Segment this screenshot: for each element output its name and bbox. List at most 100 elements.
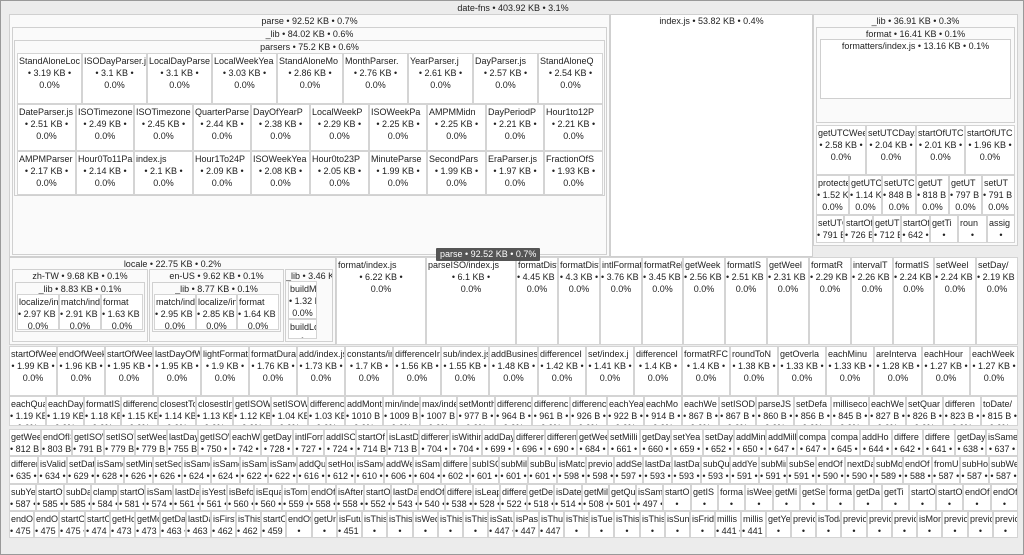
treemap-cell[interactable]: protectedTol • 1.52 KB • 0.0% (816, 175, 849, 215)
treemap-cell[interactable]: DateParser.js • 2.51 KB • 0.0% (17, 104, 76, 151)
treemap-cell[interactable]: lastDay • 561 • (173, 484, 200, 511)
treemap-cell[interactable]: startOfWeekYe • 1.99 KB • 0.0% (9, 346, 57, 396)
treemap-cell[interactable]: isThis • (438, 511, 463, 538)
treemap-cell[interactable]: eachDayOf • 1.19 KB •0.0% (46, 396, 84, 426)
treemap-cell[interactable]: differen • 696 • (514, 429, 545, 456)
treemap-cell[interactable]: isTues • (589, 511, 614, 538)
treemap-cell[interactable]: getUn • (312, 511, 337, 538)
treemap-cell[interactable]: intlForm • 727 • (293, 429, 324, 456)
treemap-cell[interactable]: isWed • (413, 511, 438, 538)
treemap-cell[interactable]: lastDayOfWeek • 1.95 KB • 0.0% (153, 346, 201, 396)
treemap-cell[interactable]: formatIS • 2.51 KB • 0.0% (725, 257, 767, 345)
treemap-cell[interactable]: ISOWeekYea • 2.08 KB • 0.0% (251, 151, 310, 195)
treemap-cell[interactable]: setWeek • 779 B • (135, 429, 167, 456)
treemap-cell[interactable]: isLeap • 528 • (473, 484, 500, 511)
treemap-cell[interactable]: min/inde • 1009 B •0.0% (383, 396, 420, 426)
treemap-cell[interactable]: ISOTimezone • 2.45 KB • 0.0% (134, 104, 193, 151)
treemap-cell[interactable]: previo • (968, 511, 993, 538)
treemap-cell[interactable]: lastDay • 593 • (672, 456, 701, 484)
treemap-cell[interactable]: getDay • 660 • (640, 429, 671, 456)
treemap-cell[interactable]: Hour0to23P • 2.05 KB • 0.0% (310, 151, 369, 195)
treemap-cell[interactable]: eachHour • 1.27 KB • 0.0% (922, 346, 970, 396)
treemap-cell[interactable]: isEqua • 560 • (254, 484, 282, 511)
treemap-cell[interactable]: isLastD • 713 B • (387, 429, 419, 456)
treemap-cell[interactable]: differe • 522 • (500, 484, 527, 511)
treemap-cell[interactable]: startOfWeek/ir • 1.95 KB • 0.0% (105, 346, 153, 396)
treemap-cell[interactable]: toDate/ • 815 B •0.0% (981, 396, 1018, 426)
treemap-cell[interactable]: getWeel • 2.31 KB • 0.0% (767, 257, 809, 345)
treemap-cell[interactable]: lastDay • 593 • (643, 456, 672, 484)
treemap-cell[interactable]: eachWeek • 1.27 KB • 0.0% (970, 346, 1018, 396)
treemap-cell[interactable]: previo • (841, 511, 867, 538)
treemap-cell[interactable]: eachWe • 867 B •0.0% (682, 396, 719, 426)
treemap-cell[interactable]: formatDistance • 4.3 KB • 0.0% (558, 257, 600, 345)
treemap-cell[interactable]: differenc • 964 B •0.0% (495, 396, 532, 426)
treemap-cell[interactable]: setHou • 612 • (326, 456, 355, 484)
treemap-cell[interactable]: roundToN • 1.38 KB • 0.0% (730, 346, 778, 396)
treemap-cell[interactable]: closestInde • 1.13 KB •0.0% (196, 396, 233, 426)
treemap-cell[interactable]: format • 1.63 KB • 0.0% (101, 294, 143, 330)
treemap-cell[interactable]: ISOTimezone • 2.49 KB • 0.0% (76, 104, 134, 151)
treemap-cell[interactable]: startOf • 642 •0.0% (901, 215, 930, 243)
treemap-cell[interactable]: addMont • 1010 B •0.0% (345, 396, 383, 426)
treemap-cell[interactable]: areInterva • 1.28 KB • 0.0% (874, 346, 922, 396)
treemap-cell[interactable]: isSame • 628 • (95, 456, 124, 484)
treemap-cell[interactable]: isSame • 604 • (413, 456, 441, 484)
treemap-cell[interactable]: StandAloneQ • 2.54 KB • 0.0% (538, 53, 603, 104)
treemap-cell[interactable]: getHo • 473 • (110, 511, 135, 538)
treemap-cell[interactable]: getUT • 818 B • 0.0% (916, 175, 949, 215)
treemap-cell[interactable]: Hour1To24P • 2.09 KB • 0.0% (193, 151, 251, 195)
treemap-cell[interactable]: eachWe • 827 B •0.0% (869, 396, 906, 426)
treemap-cell[interactable]: differe • 538 • (445, 484, 473, 511)
treemap-cell[interactable]: differen • 704 • (419, 429, 450, 456)
treemap-cell[interactable]: getUTCWeekYe • 2.58 KB • 0.0% (816, 125, 866, 175)
treemap-cell[interactable]: addBusines • 1.48 KB • 0.0% (489, 346, 538, 396)
treemap-cell[interactable]: EraParser.js • 1.97 KB • 0.0% (486, 151, 544, 195)
treemap-cell[interactable]: startO • (663, 484, 691, 511)
treemap-cell[interactable]: addMin • 650 • (734, 429, 766, 456)
treemap-cell[interactable]: startO • 474 • (85, 511, 110, 538)
treemap-cell[interactable]: setISOD • 867 B •0.0% (719, 396, 756, 426)
treemap-cell[interactable]: isSame • 622 • (240, 456, 268, 484)
treemap-cell[interactable]: isThis • (640, 511, 665, 538)
treemap-cell[interactable]: endOf • 475 • (9, 511, 34, 538)
treemap-cell[interactable]: setUT • 791 B • 0.0% (982, 175, 1015, 215)
treemap-cell[interactable]: formatRelati • 3.45 KB • 0.0% (642, 257, 683, 345)
treemap-cell[interactable]: compa • 645 • (829, 429, 860, 456)
treemap-cell[interactable]: isThur • 447 • (539, 511, 564, 538)
treemap-cell[interactable]: difference • 1.03 KB •0.0% (308, 396, 345, 426)
treemap-cell[interactable]: AMPMParser • 2.17 KB • 0.0% (17, 151, 76, 195)
treemap-cell[interactable]: addWe • 606 • (384, 456, 413, 484)
treemap-cell[interactable]: subISO • 601 • (470, 456, 499, 484)
treemap-cell[interactable]: endOf • (286, 511, 312, 538)
treemap-cell[interactable]: millis • 441 • (741, 511, 766, 538)
treemap-cell[interactable]: subWe • 587 • (989, 456, 1018, 484)
treemap-cell[interactable]: isAfter • 558 • (336, 484, 364, 511)
treemap-cell[interactable]: startOf • 581 • (118, 484, 145, 511)
treemap-cell[interactable]: setDay/ • 2.19 KB • 0.0% (976, 257, 1018, 345)
treemap-cell[interactable]: AMPMMidn • 2.25 KB • 0.0% (427, 104, 486, 151)
treemap-cell[interactable]: getSe • (800, 484, 827, 511)
treemap-cell[interactable]: startOf • 552 • (364, 484, 391, 511)
treemap-cell[interactable]: format/index.js • 6.22 KB • 0.0% (336, 257, 426, 345)
treemap-cell[interactable]: StandAloneMo • 2.86 KB • 0.0% (277, 53, 343, 104)
treemap-cell[interactable]: getDe • 518 • (527, 484, 554, 511)
treemap-cell[interactable]: closestTo/ • 1.14 KB •0.0% (158, 396, 196, 426)
treemap-cell[interactable]: buildM • 1.32 KB • 0.0% (288, 281, 317, 319)
treemap-cell[interactable]: isThis • (564, 511, 589, 538)
treemap-cell[interactable]: add/index.js • 1.73 KB • 0.0% (297, 346, 345, 396)
treemap-cell[interactable]: previo • (791, 511, 816, 538)
treemap-cell[interactable]: set/index.j • 1.41 KB • 0.0% (586, 346, 634, 396)
treemap-cell[interactable]: getUTCI • 712 B •0.0% (873, 215, 901, 243)
treemap-cell[interactable]: isWithin • 704 • (450, 429, 482, 456)
treemap-cell[interactable]: sub/index.js • 1.55 KB • 0.0% (441, 346, 489, 396)
treemap-cell[interactable]: startO • 475 • (59, 511, 85, 538)
treemap-cell[interactable]: isValid/ • 634 • (38, 456, 67, 484)
treemap-cell[interactable]: isThis • (387, 511, 413, 538)
treemap-cell[interactable]: LocalWeekYea • 3.03 KB • 0.0% (212, 53, 277, 104)
treemap-cell[interactable]: getDa • 463 • (160, 511, 186, 538)
treemap-cell[interactable]: subDay • 585 • (64, 484, 91, 511)
treemap-cell[interactable]: startOfUTC • 1.96 KB • 0.0% (965, 125, 1015, 175)
treemap-cell[interactable]: previou • 598 • (586, 456, 614, 484)
treemap-cell[interactable]: differen • 690 • (545, 429, 577, 456)
